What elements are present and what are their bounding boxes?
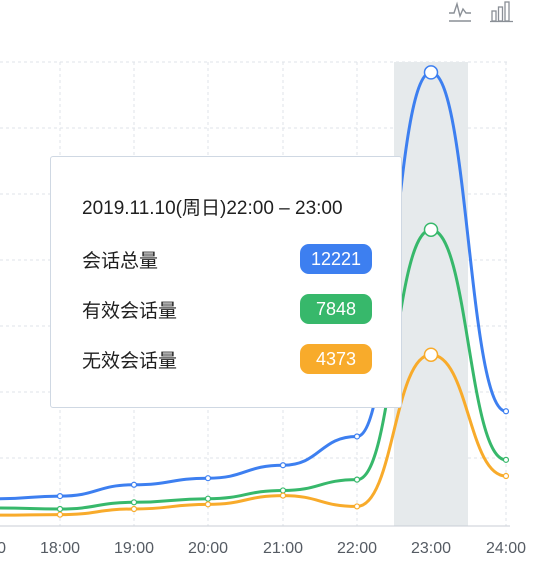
tooltip-row-valid: 有效会话量 7848 <box>82 293 372 325</box>
tooltip-label: 无效会话量 <box>82 350 178 372</box>
line-chart-icon[interactable] <box>448 0 472 24</box>
data-point <box>56 505 64 513</box>
chart-toolbar <box>448 0 514 24</box>
data-point <box>204 475 212 482</box>
tooltip-row-total: 会话总量 12221 <box>82 243 372 275</box>
series-line <box>0 70 507 501</box>
tooltip-label: 有效会话量 <box>82 300 178 322</box>
data-point <box>502 456 510 463</box>
data-point <box>279 492 287 499</box>
x-tick-label: 21:00 <box>263 540 303 557</box>
x-tick-label: 22:00 <box>337 540 377 557</box>
x-axis: 0 18:00 19:00 20:00 21:00 22:00 23:00 24:00 <box>0 525 526 557</box>
data-point <box>130 499 138 506</box>
data-point <box>423 65 439 80</box>
data-point <box>423 347 439 362</box>
x-tick-label: 18:00 <box>40 540 80 557</box>
x-tick-label: 19:00 <box>114 540 154 557</box>
data-point <box>204 501 212 508</box>
tooltip-row-invalid: 无效会话量 4373 <box>82 343 372 375</box>
series-layer <box>0 65 510 518</box>
x-tick-label: 23:00 <box>411 540 451 557</box>
data-point <box>502 472 510 480</box>
tooltip-title: 2019.11.10(周日)22:00 – 23:00 <box>82 198 343 219</box>
data-point <box>353 433 361 440</box>
tooltip-value-badge: 4373 <box>300 344 372 374</box>
data-point <box>130 481 138 488</box>
x-tick-label: 24:00 <box>486 540 526 557</box>
tooltip-label: 会话总量 <box>82 250 159 272</box>
data-point <box>502 408 510 415</box>
data-point <box>353 476 361 483</box>
bar-chart-icon[interactable] <box>490 0 514 24</box>
data-point <box>279 487 287 494</box>
chart-tooltip: 2019.11.10(周日)22:00 – 23:00 会话总量 12221 有… <box>50 156 402 408</box>
data-point <box>204 495 212 502</box>
data-point <box>56 511 64 518</box>
data-point <box>56 493 64 500</box>
tooltip-value-badge: 7848 <box>300 294 372 324</box>
data-point <box>279 462 287 469</box>
data-point <box>130 505 138 513</box>
x-tick-label: 20:00 <box>188 540 228 557</box>
data-point <box>423 222 439 237</box>
data-point <box>353 503 361 510</box>
series-line <box>0 228 507 511</box>
x-tick-label: 0 <box>0 540 6 557</box>
tooltip-value-badge: 12221 <box>300 244 372 274</box>
